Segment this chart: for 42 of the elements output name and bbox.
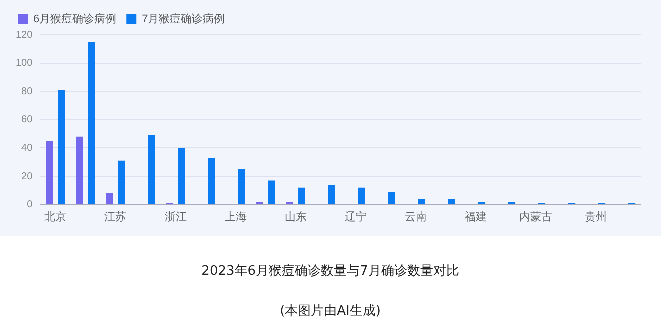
bar (388, 192, 396, 204)
bar (46, 141, 54, 204)
bar (208, 158, 216, 204)
x-tick-label: 江苏 (104, 210, 127, 224)
x-tick-label: 上海 (224, 210, 247, 224)
bar (268, 180, 276, 204)
y-tick-label: 0 (27, 200, 34, 211)
legend-label: 6月猴痘确诊病例 (34, 12, 117, 26)
bar (148, 135, 156, 204)
y-tick-label: 80 (22, 86, 34, 98)
legend-label: 7月猴痘确诊病例 (142, 12, 226, 26)
text: (本图片由AI生成) (279, 303, 382, 320)
bar (178, 148, 186, 204)
bar (418, 199, 426, 204)
x-tick-label: 浙江 (164, 210, 187, 224)
x-tick-label: 北京 (44, 210, 67, 224)
y-tick-label: 20 (22, 171, 34, 182)
x-tick-label: 云南 (404, 210, 427, 224)
bar (298, 188, 306, 204)
x-tick-label: 贵州 (584, 210, 607, 224)
bar (118, 160, 126, 204)
bar (358, 188, 366, 204)
bar (508, 202, 516, 204)
y-tick-label: 60 (22, 114, 34, 126)
bar (106, 193, 114, 204)
y-tick-label: 40 (22, 142, 34, 154)
bar (88, 42, 96, 204)
x-tick-label: 内蒙古 (519, 210, 552, 224)
bar (238, 169, 246, 204)
bar (328, 184, 336, 204)
y-tick-label: 100 (16, 58, 34, 70)
x-tick-label: 山东 (284, 210, 307, 224)
bar (448, 199, 456, 204)
x-tick-label: 辽宁 (344, 210, 367, 224)
bar (58, 90, 66, 204)
bar (256, 202, 264, 204)
bar (76, 136, 84, 204)
x-tick-label: 福建 (464, 210, 487, 224)
text: 2023年6月猴痘确诊数量与7月确诊数量对比 (200, 263, 460, 280)
y-tick-label: 120 (16, 30, 34, 41)
bar (286, 202, 294, 204)
bar (478, 202, 486, 204)
